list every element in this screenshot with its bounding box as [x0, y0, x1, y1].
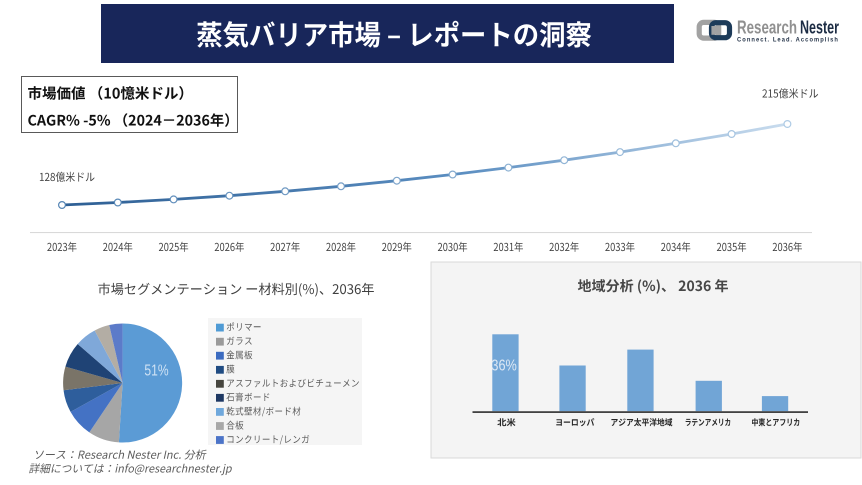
svg-text:36%: 36% [491, 357, 517, 374]
svg-text:Research: Research [737, 17, 797, 37]
svg-text:Nester: Nester [800, 17, 839, 37]
svg-text:51%: 51% [144, 361, 168, 379]
svg-text:Connect. Lead. Accomplish: Connect. Lead. Accomplish [737, 36, 839, 43]
